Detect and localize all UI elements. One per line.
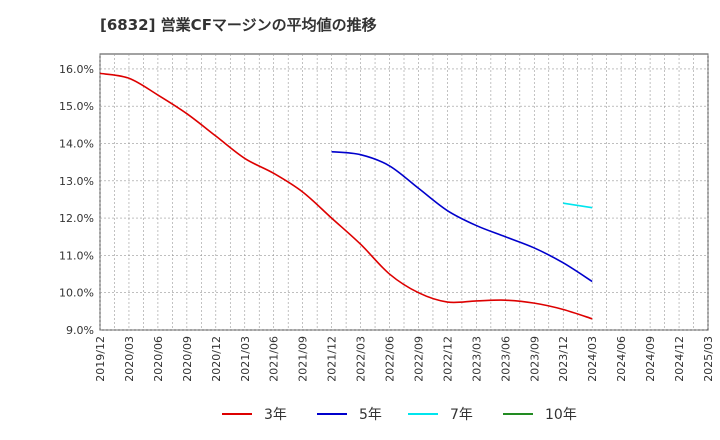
x-tick-label: 2023/12 — [557, 336, 570, 382]
x-tick-label: 2023/06 — [499, 336, 512, 382]
legend-label-1: 3年 — [264, 407, 287, 423]
x-tick-label: 2021/03 — [239, 336, 252, 382]
legend-label-3: 7年 — [450, 407, 473, 423]
x-tick-label: 2022/12 — [441, 336, 454, 382]
legend: 3年 5年 7年 10年 — [222, 407, 577, 423]
y-tick-label: 16.0% — [59, 63, 94, 76]
y-axis: 9.0% 10.0% 11.0% 12.0% 13.0% 14.0% 15.0% 16.0% — [59, 63, 94, 337]
y-tick-label: 14.0% — [59, 138, 94, 151]
y-tick-label: 12.0% — [59, 212, 94, 225]
x-tick-label: 2022/09 — [412, 336, 425, 382]
x-tick-label: 2023/03 — [470, 336, 483, 382]
x-tick-label: 2020/12 — [210, 336, 223, 382]
x-tick-label: 2025/03 — [702, 336, 715, 382]
x-tick-label: 2024/03 — [586, 336, 599, 382]
grid — [99, 54, 709, 331]
x-tick-label: 2020/03 — [123, 336, 136, 382]
x-tick-label: 2019/12 — [94, 336, 107, 382]
x-tick-label: 2021/12 — [326, 336, 339, 382]
x-tick-label: 2024/12 — [673, 336, 686, 382]
y-tick-label: 9.0% — [66, 324, 94, 337]
legend-label-2: 5年 — [359, 407, 382, 423]
x-tick-label: 2020/09 — [181, 336, 194, 382]
y-tick-label: 13.0% — [59, 175, 94, 188]
x-tick-label: 2024/06 — [615, 336, 628, 382]
series-layer — [99, 72, 593, 320]
series-line-2 — [331, 150, 593, 283]
x-tick-label: 2023/09 — [528, 336, 541, 382]
series-line-3 — [563, 202, 593, 209]
y-tick-label: 11.0% — [59, 249, 94, 262]
series-line-1 — [99, 72, 593, 320]
x-tick-label: 2021/09 — [297, 336, 310, 382]
x-tick-label: 2020/06 — [152, 336, 165, 382]
x-axis: 2019/12 2020/03 2020/06 2020/09 2020/12 2021/… — [94, 336, 715, 382]
y-tick-label: 10.0% — [59, 287, 94, 300]
x-tick-label: 2024/09 — [644, 336, 657, 382]
chart-title: [6832] 営業CFマージンの平均値の推移 — [100, 16, 377, 34]
x-tick-label: 2022/06 — [384, 336, 397, 382]
x-tick-label: 2022/03 — [355, 336, 368, 382]
legend-label-4: 10年 — [545, 407, 577, 423]
y-tick-label: 15.0% — [59, 100, 94, 113]
x-tick-label: 2021/06 — [268, 336, 281, 382]
